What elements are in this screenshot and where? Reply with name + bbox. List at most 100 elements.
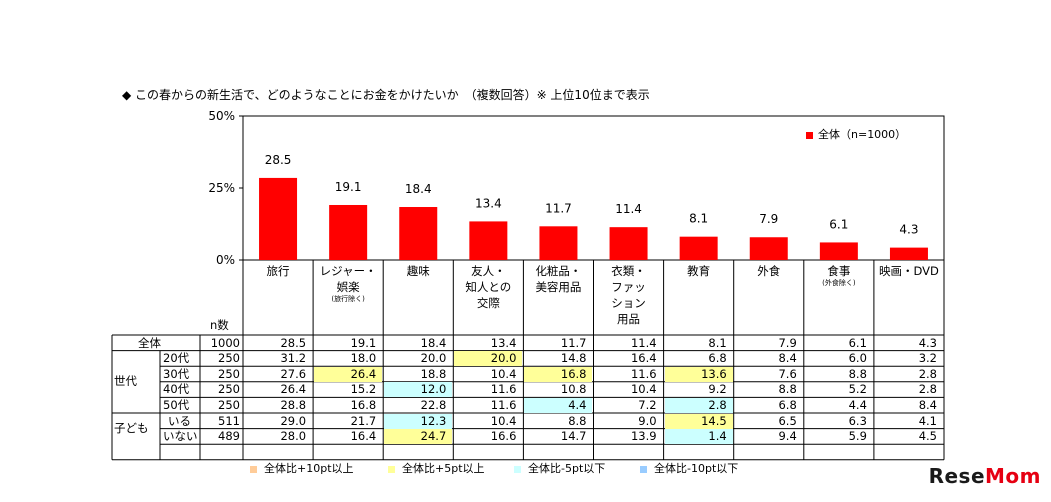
- category-label: 旅行: [244, 263, 312, 279]
- table-cell: 22.8: [420, 397, 447, 412]
- bar-value-label: 11.4: [615, 202, 642, 216]
- table-cell: 18.8: [420, 366, 447, 381]
- category-label: レジャー・ 娯楽 (旅行除く): [314, 263, 382, 304]
- table-cell: 4.4: [848, 397, 867, 412]
- table-cell: 8.8: [568, 413, 587, 428]
- table-cell: 10.4: [490, 413, 517, 428]
- table-cell: 11.6: [490, 397, 517, 412]
- category-label-line: 化粧品・: [535, 264, 582, 278]
- table-cell: 7.2: [638, 397, 657, 412]
- bar: [609, 227, 648, 260]
- table-cell: 4.3: [918, 335, 937, 350]
- bar-value-label: 11.7: [545, 201, 572, 215]
- bar: [749, 237, 788, 260]
- table-cell: 10.4: [490, 366, 517, 381]
- bar: [539, 226, 578, 260]
- category-label-line: 趣味: [406, 264, 430, 278]
- table-cell: 6.5: [778, 413, 797, 428]
- table-cell: 6.1: [848, 335, 867, 350]
- table-cell: 8.1: [708, 335, 727, 350]
- row-n: 1000: [210, 335, 240, 350]
- category-label-line: 外食: [757, 264, 781, 278]
- table-cell: 6.0: [848, 351, 867, 366]
- table-cell: 2.8: [918, 366, 937, 381]
- bar-value-label: 8.1: [689, 212, 708, 226]
- category-label-line: 衣類・: [611, 264, 646, 278]
- category-label: 外食: [735, 263, 803, 279]
- category-label: 化粧品・ 美容用品: [524, 263, 592, 295]
- table-cell: 5.2: [848, 382, 867, 397]
- table-cell: 11.6: [630, 366, 657, 381]
- table-cell: 11.7: [560, 335, 587, 350]
- bar: [819, 242, 858, 260]
- category-label-line: 交際: [476, 296, 500, 310]
- row-n: 250: [218, 382, 240, 397]
- table-cell: 18.0: [350, 351, 377, 366]
- y-tick-label: 25%: [208, 181, 235, 195]
- table-cell: 14.8: [560, 351, 587, 366]
- table-cell: 6.3: [848, 413, 867, 428]
- table-cell: 6.8: [778, 397, 797, 412]
- highlight-swatch: [640, 465, 647, 473]
- table-cell: 28.0: [280, 429, 307, 444]
- highlight-swatch: [514, 465, 521, 473]
- row-label: 30代: [163, 366, 190, 381]
- table-cell: 16.8: [524, 366, 593, 382]
- row-label: いない: [163, 429, 198, 444]
- table-cell: 12.0: [384, 382, 453, 398]
- highlight-legend-item: 全体比+10pt以上: [250, 460, 354, 476]
- row-label: いる: [168, 413, 191, 428]
- table-cell: 5.9: [848, 429, 867, 444]
- highlight-label: 全体比-5pt以下: [528, 462, 606, 475]
- table-cell: 4.4: [524, 397, 593, 413]
- brand-logo: ReseMom: [928, 464, 1041, 488]
- table-cell: 3.2: [918, 351, 937, 366]
- table-cell: 18.4: [420, 335, 447, 350]
- table-cell: 27.6: [280, 366, 307, 381]
- row-n: 250: [218, 351, 240, 366]
- chart-legend: 全体（n=1000）: [806, 126, 906, 142]
- table-cell: 20.0: [454, 351, 523, 367]
- category-label: 教育: [665, 263, 733, 279]
- group-label: 世代: [114, 374, 137, 389]
- row-label: 20代: [163, 351, 190, 366]
- n-header: n数: [210, 318, 229, 332]
- category-note: (旅行除く): [331, 295, 365, 303]
- table-cell: 2.8: [664, 397, 733, 413]
- table-cell: 10.4: [630, 382, 657, 397]
- row-n: 489: [218, 429, 240, 444]
- category-label-line: 映画・DVD: [879, 264, 939, 278]
- table-cell: 16.8: [350, 397, 377, 412]
- bar: [679, 236, 718, 260]
- bar: [399, 207, 438, 260]
- legend-swatch: [806, 131, 813, 139]
- category-label: 友人・ 知人との 交際: [454, 263, 522, 311]
- highlight-swatch: [250, 465, 257, 473]
- highlight-label: 全体比+10pt以上: [264, 462, 354, 475]
- table-cell: 7.6: [778, 366, 797, 381]
- table-cell: 21.7: [350, 413, 377, 428]
- category-label-line: 教育: [687, 264, 711, 278]
- category-label: 衣類・ ファッ ション 用品: [595, 263, 663, 327]
- category-label-line: レジャー・: [319, 264, 377, 278]
- table-cell: 16.4: [630, 351, 657, 366]
- highlight-label: 全体比+5pt以上: [402, 462, 485, 475]
- bar-value-label: 4.3: [899, 223, 918, 237]
- row-n: 250: [218, 366, 240, 381]
- legend-label: 全体（n=1000）: [818, 128, 907, 141]
- category-label-line: 食事: [827, 264, 851, 278]
- table-cell: 26.4: [280, 382, 307, 397]
- category-note: (外食除く): [822, 279, 856, 287]
- table-cell: 14.7: [560, 429, 587, 444]
- bar-value-label: 28.5: [265, 153, 292, 167]
- row-label: 40代: [163, 382, 190, 397]
- category-label: 映画・DVD: [875, 263, 943, 279]
- highlight-legend-item: 全体比-5pt以下: [514, 460, 605, 476]
- bar: [889, 247, 928, 260]
- highlight-swatch: [388, 465, 395, 473]
- table-cell: 1.4: [664, 429, 733, 445]
- table-cell: 19.1: [350, 335, 377, 350]
- table-cell: 4.5: [918, 429, 937, 444]
- bar-value-label: 18.4: [405, 182, 432, 196]
- table-cell: 8.4: [778, 351, 797, 366]
